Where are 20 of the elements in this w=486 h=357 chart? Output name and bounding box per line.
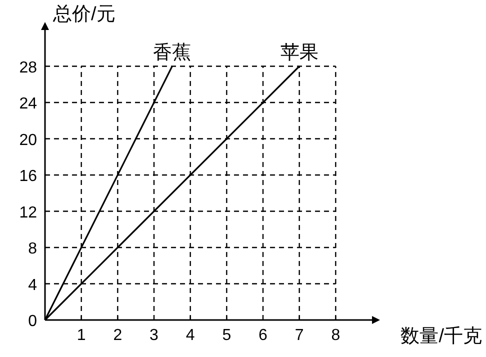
y-tick-label: 12 [19, 204, 38, 222]
x-axis-title: 数量/千克 [400, 326, 482, 347]
x-tick-label: 7 [294, 327, 304, 344]
y-tick-label: 0 [28, 313, 38, 330]
x-tick-label: 4 [186, 327, 195, 344]
x-tick-label: 1 [76, 327, 86, 344]
y-tick-label: 16 [19, 168, 38, 185]
y-tick-label: 4 [28, 276, 38, 294]
x-tick-label: 5 [222, 327, 232, 344]
y-tick-label: 28 [19, 59, 38, 76]
y-tick-label: 24 [19, 96, 38, 112]
y-tick-label: 8 [28, 240, 38, 258]
y-axis-title: 总价/元 [52, 4, 116, 25]
x-tick-label: 3 [150, 327, 159, 344]
series-label: 香蕉 [153, 42, 192, 64]
x-tick-label: 2 [113, 327, 122, 344]
x-tick-label: 6 [258, 327, 268, 344]
x-tick-label: 8 [331, 327, 340, 344]
y-tick-label: 20 [19, 132, 38, 149]
series-label: 苹果 [280, 42, 318, 64]
